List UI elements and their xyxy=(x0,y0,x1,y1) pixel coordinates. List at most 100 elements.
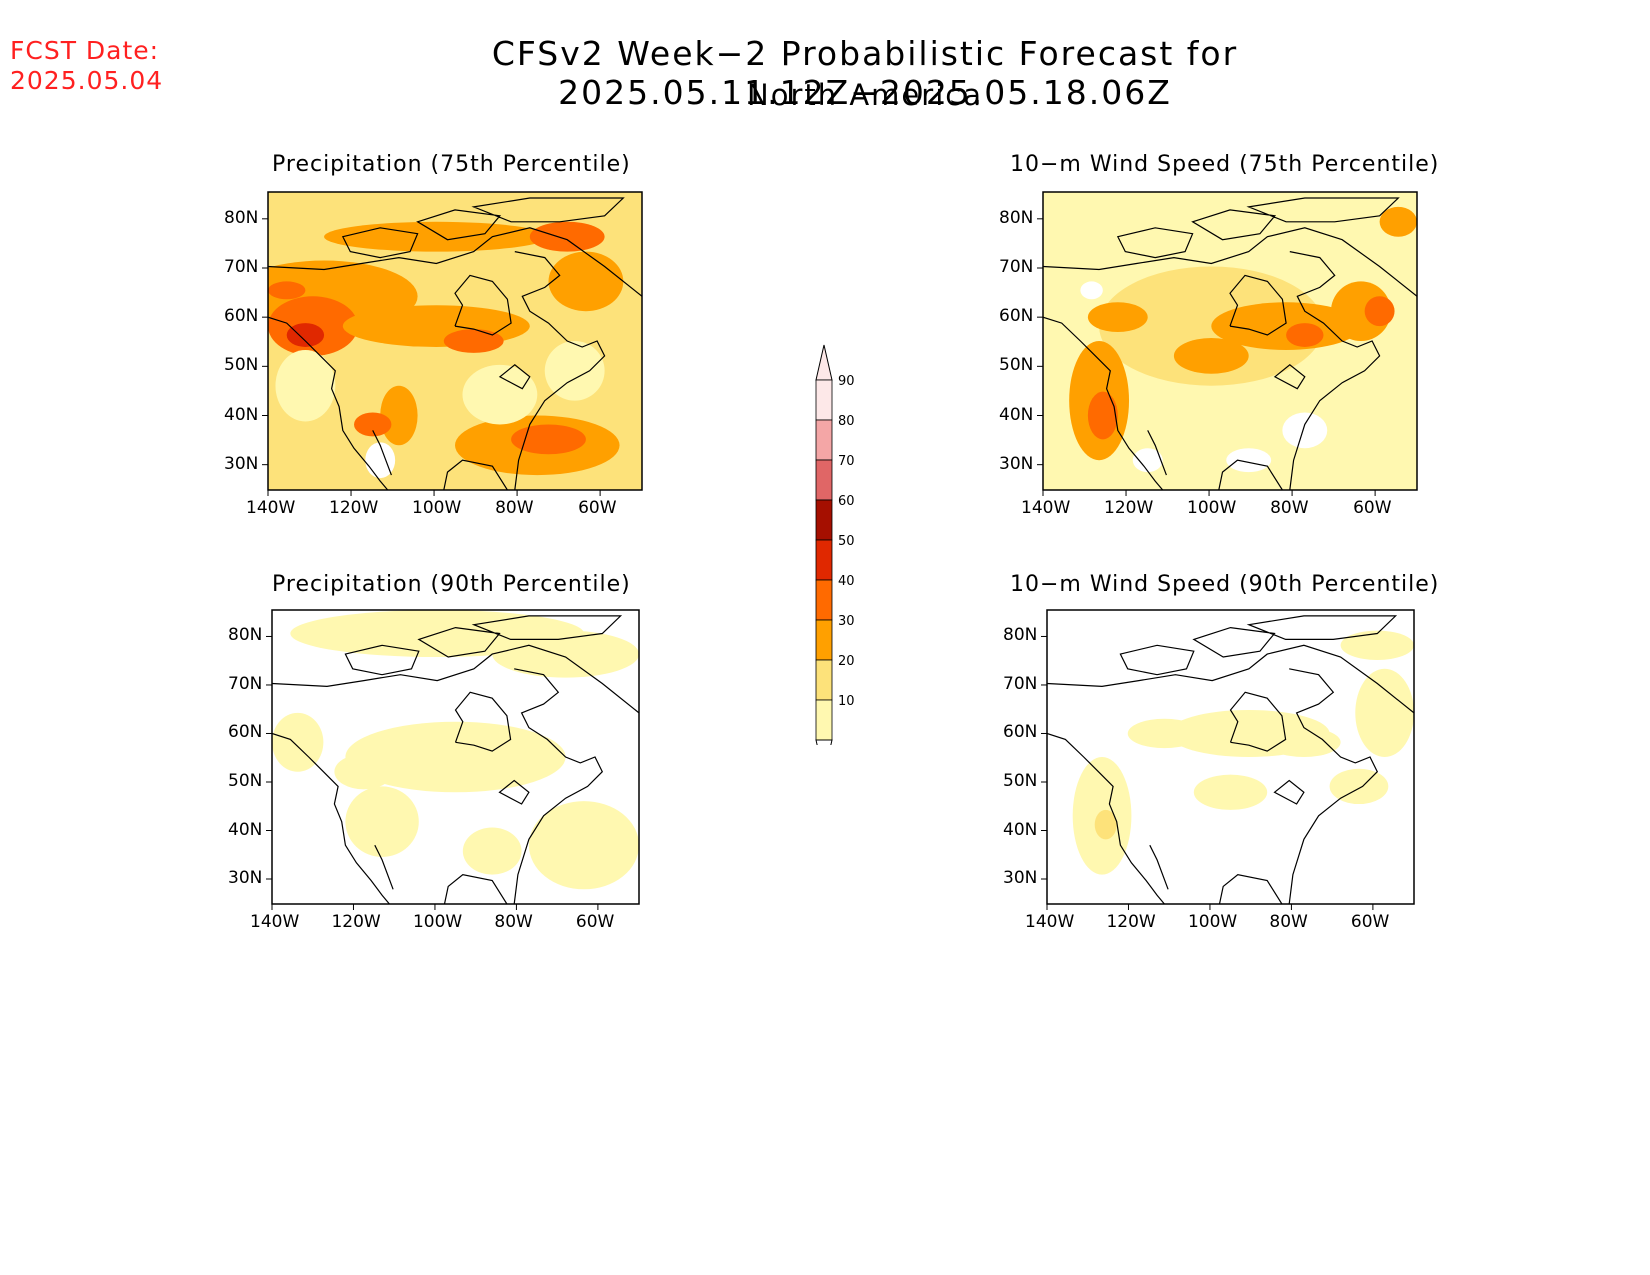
colorbar-level-label: 90 xyxy=(838,374,855,389)
probability-contour xyxy=(286,323,325,347)
probability-contour xyxy=(1193,774,1268,810)
lat-tick-label: 60N xyxy=(999,306,1034,327)
probability-contour xyxy=(1127,718,1202,749)
probability-contour xyxy=(492,630,639,678)
probability-contour xyxy=(1087,391,1118,440)
probability-contour xyxy=(345,786,419,857)
lon-tick-label: 80W xyxy=(1270,498,1309,518)
lon-tick-label: 100W xyxy=(412,498,462,518)
lat-tick-label: 30N xyxy=(1003,868,1038,888)
probability-contour xyxy=(324,221,549,252)
probability-colorbar: 90 80 70 60 50 40 30 20 10 xyxy=(810,335,870,776)
colorbar-level-label: 80 xyxy=(838,414,855,429)
colorbar-segment xyxy=(815,419,833,461)
probability-contour xyxy=(268,281,306,300)
colorbar-segment xyxy=(815,539,833,581)
colorbar-segment xyxy=(815,619,833,661)
panel-title-precip-75: Precipitation (75th Percentile) xyxy=(272,152,631,177)
colorbar-svg: 90 80 70 60 50 40 30 20 10 xyxy=(815,344,855,776)
colorbar-level-label: 40 xyxy=(838,574,855,589)
lat-tick-label: 30N xyxy=(224,453,259,474)
probability-contour xyxy=(462,827,522,875)
lon-tick-label: 80W xyxy=(1269,912,1308,932)
map-frame xyxy=(267,191,643,491)
lon-tick-label: 60W xyxy=(1353,498,1392,518)
lat-tick-label: 40N xyxy=(228,819,263,840)
coastline xyxy=(1043,197,1417,490)
probability-contour xyxy=(1267,727,1341,757)
probability-contour xyxy=(1364,296,1395,327)
lon-tick-label: 120W xyxy=(331,912,381,932)
probability-contour xyxy=(548,251,624,312)
probability-contour xyxy=(1132,448,1163,473)
colorbar-level-label: 10 xyxy=(838,694,855,709)
probability-contour xyxy=(380,385,418,446)
lon-tick-label: 120W xyxy=(1104,498,1154,518)
colorbar-level-label: 60 xyxy=(838,494,855,509)
map-wind-75 xyxy=(1037,191,1418,524)
probability-field xyxy=(1047,610,1414,904)
lat-tick-label: 80N xyxy=(224,207,259,228)
colorbar-top-arrow xyxy=(815,344,833,381)
probability-field xyxy=(272,610,639,904)
lat-tick-label: 70N xyxy=(228,673,263,694)
colorbar-level-label: 50 xyxy=(838,534,855,549)
probability-contour xyxy=(1355,668,1414,757)
lat-tick-label: 80N xyxy=(1003,625,1038,646)
lon-tick-label: 140W xyxy=(250,912,300,932)
lon-tick-label: 120W xyxy=(329,498,379,518)
probability-contour xyxy=(528,801,639,890)
lat-tick-label: 60N xyxy=(1003,722,1038,743)
map-svg xyxy=(1037,191,1418,496)
lat-tick-label: 70N xyxy=(224,256,259,277)
probability-contour xyxy=(529,221,605,252)
map-wind-90 xyxy=(1041,609,1415,938)
probability-contour xyxy=(1286,323,1324,347)
lat-tick-label: 50N xyxy=(228,770,263,791)
lat-tick-label: 80N xyxy=(999,207,1034,228)
colorbar-segment xyxy=(815,379,833,421)
probability-contour xyxy=(1099,266,1324,386)
lon-tick-label: 120W xyxy=(1106,912,1156,932)
probability-contour xyxy=(462,364,538,425)
probability-contour xyxy=(275,349,336,422)
lon-tick-label: 100W xyxy=(412,912,463,932)
probability-contour xyxy=(1330,281,1391,341)
lat-tick-label: 80N xyxy=(228,625,263,646)
lon-tick-label: 140W xyxy=(1025,912,1075,932)
page-title: CFSv2 Week−2 Probabilistic Forecast for … xyxy=(491,34,1239,112)
probability-contour xyxy=(272,712,324,772)
lon-tick-label: 100W xyxy=(1187,498,1237,518)
probability-contour xyxy=(334,754,394,790)
lat-tick-label: 50N xyxy=(224,355,259,376)
colorbar-level-label: 30 xyxy=(838,614,855,629)
probability-contour xyxy=(1226,448,1272,473)
probability-contour xyxy=(443,329,504,353)
lat-tick-label: 60N xyxy=(224,306,259,327)
probability-contour xyxy=(1094,809,1117,840)
colorbar-segment xyxy=(815,659,833,701)
panel-title-precip-90: Precipitation (90th Percentile) xyxy=(272,572,631,597)
colorbar-level-label: 20 xyxy=(838,654,855,669)
forecast-date-block: FCST Date: 2025.05.04 xyxy=(10,36,163,96)
colorbar-segment xyxy=(815,699,833,741)
lon-tick-label: 140W xyxy=(1021,498,1071,518)
forecast-date-value: 2025.05.04 xyxy=(10,66,164,95)
lat-tick-label: 30N xyxy=(999,453,1034,474)
map-svg xyxy=(1041,609,1415,910)
map-frame xyxy=(271,609,640,905)
probability-contour xyxy=(365,442,396,479)
probability-contour xyxy=(1211,302,1361,350)
lat-tick-label: 40N xyxy=(999,404,1034,425)
lat-tick-label: 60N xyxy=(228,722,263,743)
lat-tick-label: 30N xyxy=(228,868,263,888)
probability-field xyxy=(1043,192,1417,490)
probability-contour xyxy=(1047,610,1414,904)
lat-tick-label: 70N xyxy=(999,256,1034,277)
probability-field xyxy=(268,192,642,490)
lon-tick-label: 60W xyxy=(575,912,615,932)
probability-contour xyxy=(1173,338,1249,374)
probability-contour xyxy=(511,424,586,455)
coastline xyxy=(268,197,642,490)
probability-contour xyxy=(544,341,605,401)
